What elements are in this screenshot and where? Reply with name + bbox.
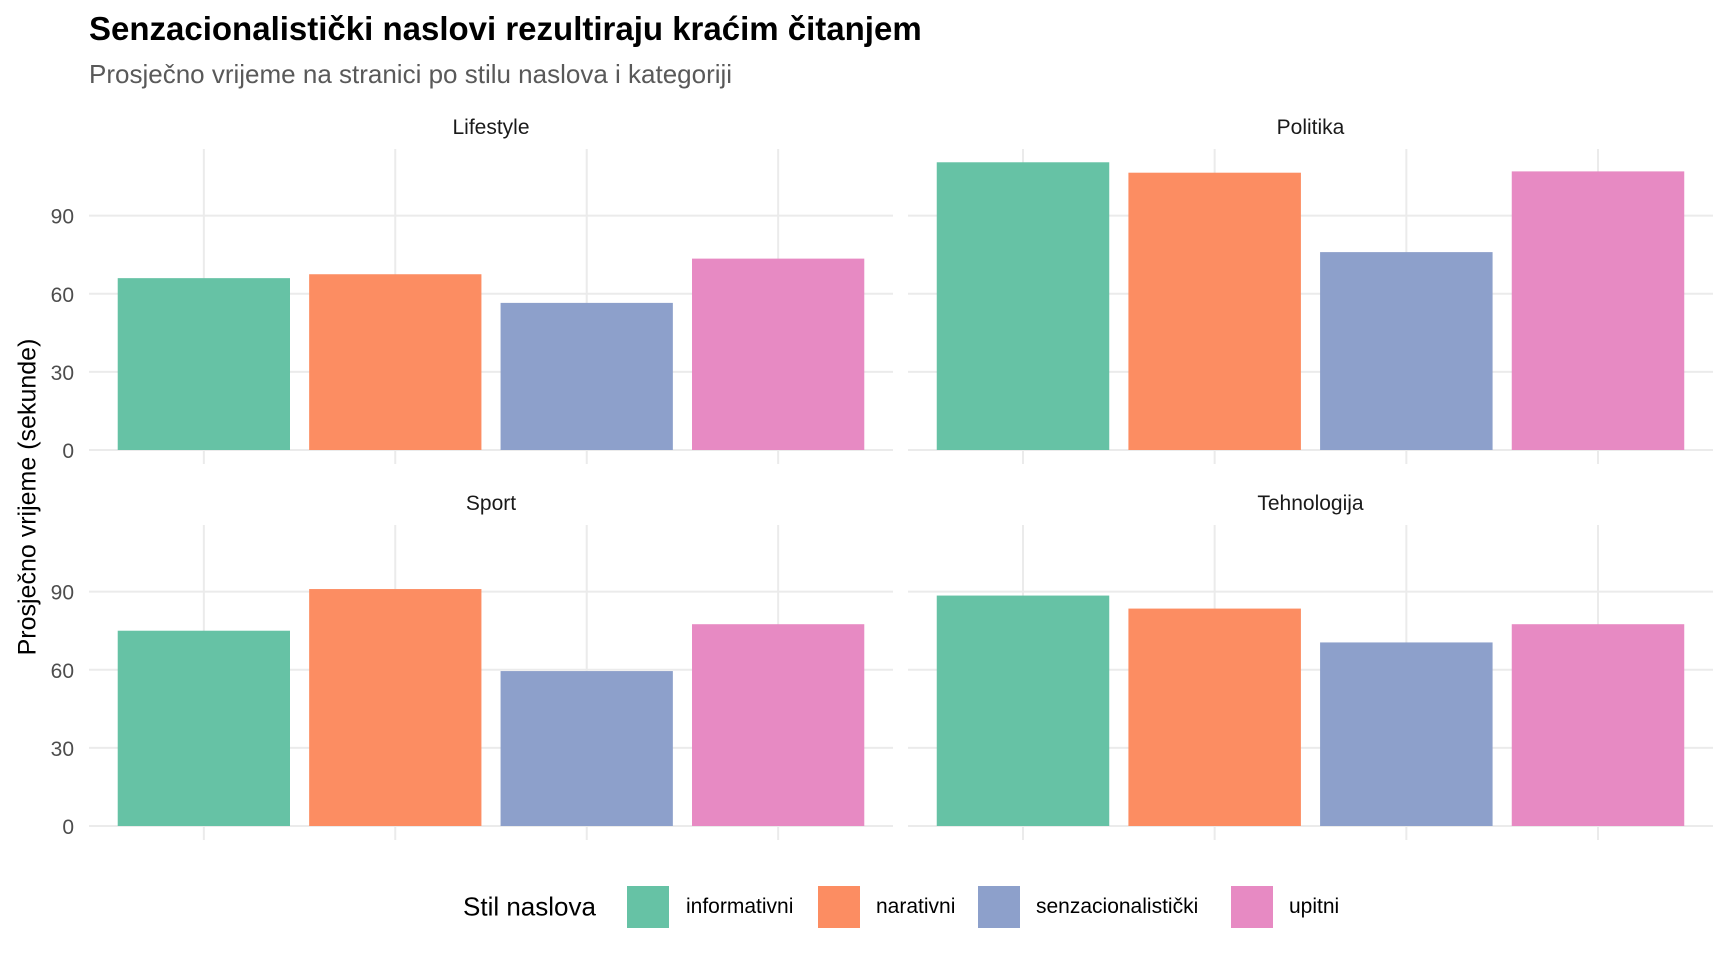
chart-title: Senzacionalistički naslovi rezultiraju k…	[89, 10, 922, 47]
bar-tehnologija-1	[1128, 608, 1301, 826]
y-tick-label: 30	[51, 738, 74, 761]
bar-tehnologija-0	[936, 595, 1110, 826]
legend-label-senzacionalisticki: senzacionalistički	[1036, 895, 1199, 918]
facet-label: Tehnologija	[1257, 492, 1364, 515]
bar-politika-2	[1320, 252, 1493, 450]
y-tick-label: 90	[51, 206, 74, 229]
legend-title: Stil naslova	[463, 891, 596, 922]
legend-key-informativni	[627, 886, 669, 928]
legend-key-upitni	[1231, 886, 1273, 928]
legend-label-informativni: informativni	[686, 895, 794, 918]
faceted-bar-chart: Lifestyle 0 30 60 90 Politika Sport 0 30 60 90 Tehn…	[51, 116, 1713, 840]
y-tick-label: 0	[62, 440, 74, 463]
bar-sport-3	[692, 624, 865, 826]
y-tick-label: 60	[51, 284, 74, 307]
legend: Stil naslova informativni narativni senz…	[0, 886, 1728, 928]
bar-sport-0	[117, 630, 290, 826]
facet-label: Lifestyle	[452, 116, 529, 139]
y-tick-label: 60	[51, 660, 74, 683]
y-tick-label: 0	[62, 816, 74, 839]
bar-lifestyle-2	[500, 302, 673, 450]
y-tick-label: 90	[51, 582, 74, 605]
bar-sport-2	[500, 671, 673, 826]
facet-label: Sport	[466, 492, 516, 515]
bar-lifestyle-3	[692, 258, 865, 450]
bar-sport-1	[309, 589, 482, 826]
legend-key-narativni	[818, 886, 860, 928]
bar-tehnologija-3	[1511, 624, 1685, 826]
y-tick-label: 30	[51, 362, 74, 385]
bar-politika-1	[1128, 172, 1301, 450]
bar-lifestyle-0	[117, 278, 290, 450]
bar-politika-0	[936, 162, 1110, 450]
legend-key-senzacionalisticki	[978, 886, 1020, 928]
chart-subtitle: Prosječno vrijeme na stranici po stilu n…	[89, 59, 733, 89]
bar-lifestyle-1	[309, 274, 482, 450]
legend-label-narativni: narativni	[876, 895, 956, 918]
bar-politika-3	[1511, 171, 1685, 450]
bar-tehnologija-2	[1320, 642, 1493, 826]
facet-label: Politika	[1277, 116, 1345, 139]
legend-label-upitni: upitni	[1289, 895, 1340, 918]
